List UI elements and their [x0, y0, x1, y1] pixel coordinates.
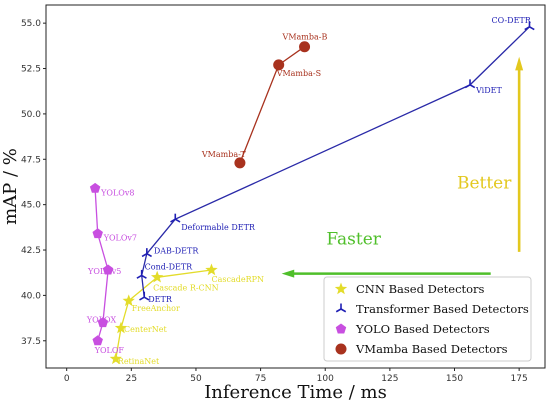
data-point	[89, 182, 101, 193]
data-point	[136, 269, 147, 279]
data-point	[114, 321, 128, 334]
point-label: CenterNet	[124, 325, 168, 334]
point-label: YOLOv5	[87, 267, 121, 276]
x-tick-label: 25	[126, 374, 137, 384]
y-tick-label: 47.5	[21, 155, 41, 165]
legend-entry: CNN Based Detectors	[356, 282, 485, 296]
y-tick-label: 52.5	[21, 65, 41, 75]
point-label: YOLOF	[94, 346, 125, 355]
x-tick-label: 100	[317, 374, 334, 384]
y-tick-label: 37.5	[21, 337, 41, 347]
plot-frame	[45, 4, 546, 369]
y-tick-label: 55.0	[21, 19, 41, 29]
faster-callout: Faster	[326, 230, 381, 250]
better-callout: Better	[457, 173, 512, 193]
point-label: FreeAnchor	[132, 304, 180, 313]
data-point	[92, 228, 103, 239]
data-point	[299, 41, 311, 53]
point-label: VMamba-T	[201, 150, 247, 159]
point-label: Cond-DETR	[145, 262, 194, 271]
data-point	[122, 294, 135, 307]
series-line-3	[239, 46, 305, 164]
x-tick-label: 125	[381, 374, 398, 384]
series-line-1	[141, 26, 530, 298]
point-label: YOLOv8	[100, 188, 134, 197]
x-tick-label: 75	[255, 374, 266, 384]
data-point	[141, 248, 152, 258]
axes	[45, 4, 546, 369]
callouts: Better Faster	[281, 56, 524, 278]
series-markers	[89, 21, 535, 365]
x-tick-label: 50	[190, 374, 202, 384]
x-tick-label: 175	[511, 374, 528, 384]
y-axis-label: mAP / %	[0, 148, 21, 225]
point-label: RetinaNet	[118, 357, 160, 366]
better-arrow-head	[515, 56, 524, 71]
legend-marker	[335, 303, 347, 313]
point-label: Deformable DETR	[181, 223, 256, 232]
legend-entry: VMamba Based Detectors	[355, 342, 508, 356]
point-label: Cascade R-CNN	[153, 283, 219, 292]
data-point	[273, 59, 285, 71]
point-label: VMamba-S	[276, 69, 321, 78]
y-tick-label: 40.0	[21, 291, 41, 301]
legend-entry: YOLO Based Detectors	[355, 322, 490, 336]
point-label: ViDET	[475, 86, 502, 95]
data-point	[102, 264, 114, 275]
data-point	[205, 263, 218, 276]
x-tick-label: 0	[64, 374, 70, 384]
point-label: YOLOX	[86, 316, 117, 325]
point-label: VMamba-B	[282, 33, 328, 42]
legend-entry: Transformer Based Detectors	[356, 302, 529, 316]
point-label: CascadeRPN	[211, 275, 264, 284]
legend: CNN Based Detectors Transformer Based Det…	[323, 276, 532, 362]
x-axis-label: Inference Time / ms	[204, 382, 387, 402]
data-point	[524, 21, 535, 31]
faster-arrow-head	[281, 269, 295, 278]
data-point	[139, 291, 150, 301]
y-tick-label: 50.0	[21, 110, 41, 120]
y-tick-label: 45.0	[21, 201, 41, 211]
x-tick-label: 150	[446, 374, 463, 384]
data-point	[92, 335, 103, 346]
axis-ticks: 0 25 50 75 100 125 150 175 37.5 40.0 42.5 45.0 47.5 5…	[21, 19, 528, 384]
point-label: CO-DETR	[491, 16, 531, 25]
data-point	[464, 79, 476, 89]
data-point	[109, 352, 122, 365]
legend-marker	[335, 323, 347, 334]
point-label: DETR	[148, 295, 173, 304]
point-labels: RetinaNet CenterNet FreeAnchor Cascade R-CN…	[86, 16, 532, 366]
y-tick-label: 42.5	[21, 246, 41, 256]
data-point	[150, 270, 164, 283]
data-point	[97, 317, 109, 328]
legend-marker	[334, 282, 348, 295]
legend-marker	[335, 343, 347, 355]
data-point	[170, 213, 181, 223]
point-label: YOLOv7	[103, 234, 137, 243]
legend-box	[323, 276, 532, 362]
data-point	[234, 157, 246, 169]
point-label: DAB-DETR	[154, 247, 200, 256]
